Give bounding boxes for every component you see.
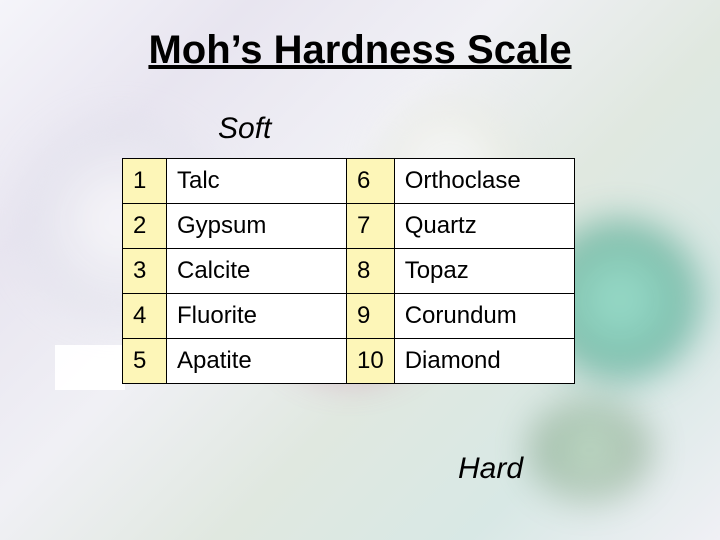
soft-label: Soft (218, 112, 271, 146)
hardness-number: 3 (123, 249, 167, 294)
table-row: 3 Calcite 8 Topaz (123, 249, 575, 294)
hardness-number: 6 (347, 159, 395, 204)
mineral-name: Corundum (394, 294, 574, 339)
table-row: 4 Fluorite 9 Corundum (123, 294, 575, 339)
mineral-name: Diamond (394, 339, 574, 384)
mineral-name: Calcite (167, 249, 347, 294)
table-row: 2 Gypsum 7 Quartz (123, 204, 575, 249)
bg-gem-blob (530, 400, 650, 500)
hardness-number: 4 (123, 294, 167, 339)
hardness-number: 2 (123, 204, 167, 249)
mineral-name: Gypsum (167, 204, 347, 249)
hardness-number: 10 (347, 339, 395, 384)
hardness-number: 1 (123, 159, 167, 204)
table-row: 1 Talc 6 Orthoclase (123, 159, 575, 204)
hardness-number: 7 (347, 204, 395, 249)
hardness-number: 5 (123, 339, 167, 384)
mineral-name: Talc (167, 159, 347, 204)
hard-label: Hard (458, 452, 523, 486)
mineral-name: Orthoclase (394, 159, 574, 204)
mineral-name: Fluorite (167, 294, 347, 339)
mineral-name: Topaz (394, 249, 574, 294)
hardness-table: 1 Talc 6 Orthoclase 2 Gypsum 7 Quartz 3 … (122, 158, 575, 384)
mineral-name: Apatite (167, 339, 347, 384)
hardness-number: 8 (347, 249, 395, 294)
page-title: Moh’s Hardness Scale (0, 28, 720, 73)
hardness-number: 9 (347, 294, 395, 339)
table-row: 5 Apatite 10 Diamond (123, 339, 575, 384)
bg-white-patch (55, 345, 125, 390)
mineral-name: Quartz (394, 204, 574, 249)
